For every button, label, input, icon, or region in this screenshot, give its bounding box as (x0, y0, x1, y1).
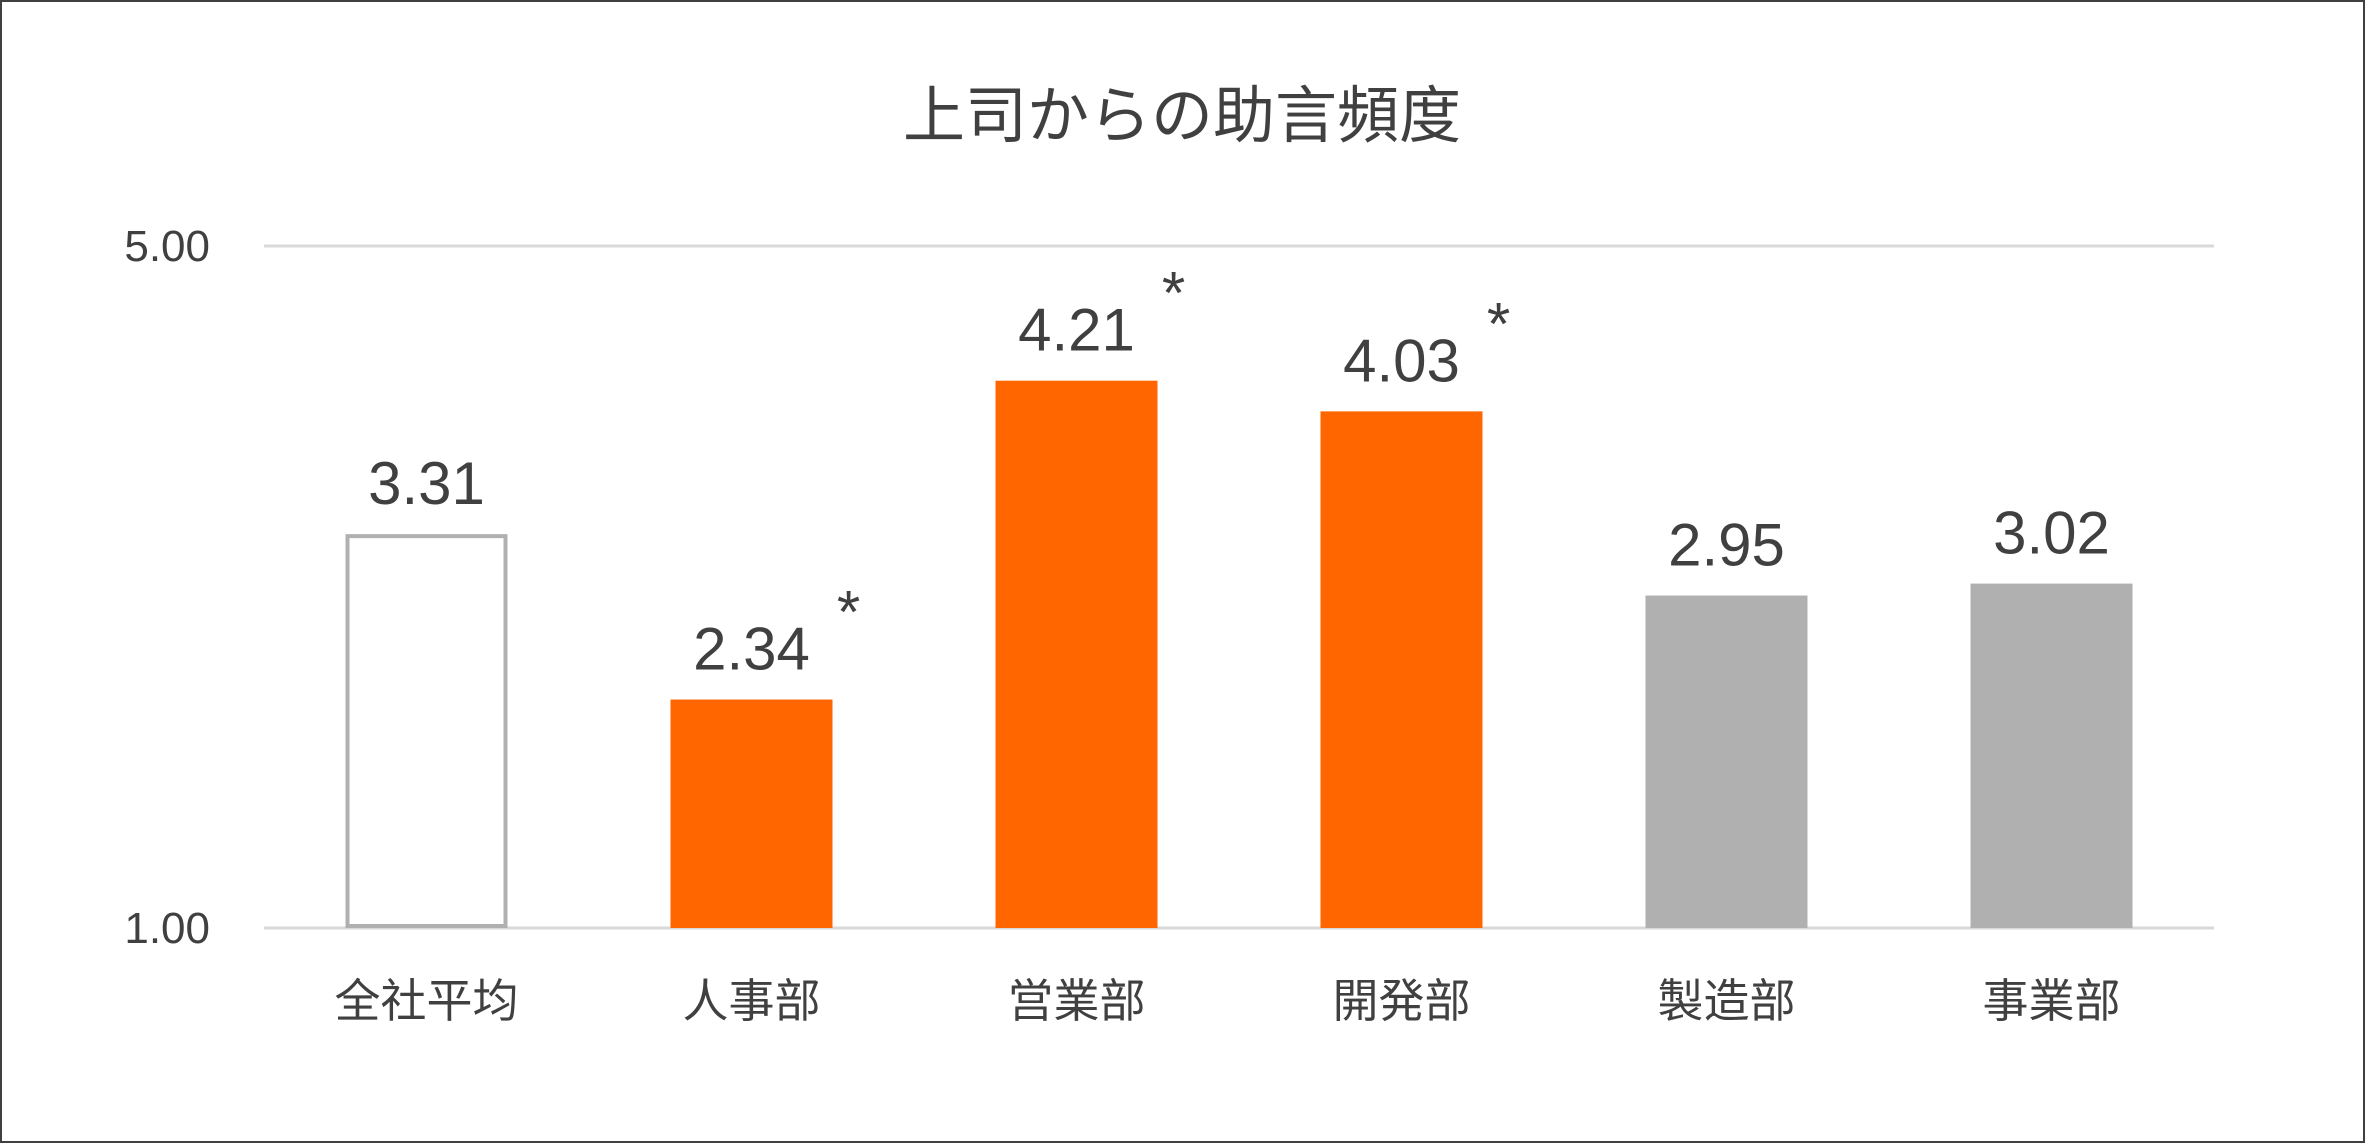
y-tick-label: 1.00 (124, 904, 210, 953)
bar (1645, 595, 1808, 928)
bar (1970, 583, 2133, 928)
category-label: 人事部 (683, 974, 821, 1028)
data-label: 2.95 (1668, 512, 1785, 579)
bar (995, 380, 1158, 928)
chart-title: 上司からの助言頻度 (903, 79, 1461, 152)
significance-mark: * (1487, 290, 1510, 357)
significance-mark: * (1162, 260, 1185, 327)
data-label: 4.21 (1018, 297, 1135, 364)
data-label: 3.02 (1993, 500, 2110, 567)
bar (670, 699, 833, 928)
data-label: 4.03 (1343, 327, 1460, 394)
category-label: 営業部 (1008, 974, 1146, 1028)
significance-mark: * (837, 579, 860, 646)
category-label: 製造部 (1658, 974, 1796, 1028)
gridlines (264, 244, 2214, 930)
category-label: 開発部 (1333, 974, 1471, 1028)
category-label: 事業部 (1983, 974, 2121, 1028)
y-axis-ticks: 1.00 5.00 (124, 222, 210, 953)
data-labels: 3.31 2.34 * 4.21 * 4.03 * 2.95 3.02 (368, 260, 2110, 683)
bar (345, 534, 508, 929)
y-tick-label: 5.00 (124, 222, 210, 271)
bars (345, 380, 2133, 929)
category-label: 全社平均 (335, 974, 519, 1028)
bar (1320, 411, 1483, 928)
data-label: 3.31 (368, 450, 485, 517)
x-axis-categories: 全社平均 人事部 営業部 開発部 製造部 事業部 (335, 974, 2121, 1028)
data-label: 2.34 (693, 616, 810, 683)
